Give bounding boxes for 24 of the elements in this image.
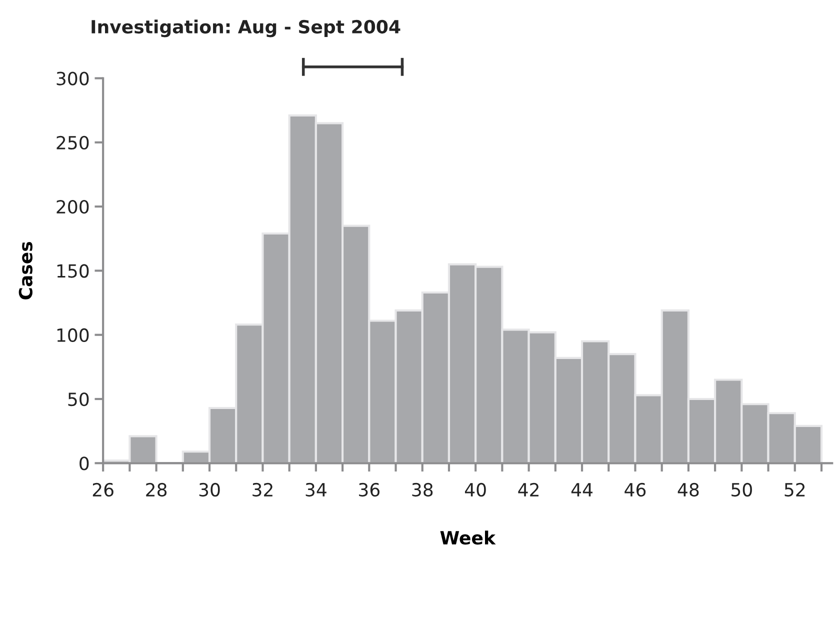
x-axis-title: Week	[440, 530, 496, 545]
x-tick-label: 26	[92, 482, 114, 497]
y-tick-label: 100	[57, 328, 89, 342]
x-tick-label: 42	[518, 482, 538, 496]
x-tick-label: 34	[306, 482, 326, 497]
x-tick-label: 36	[359, 482, 380, 497]
text: Investigation: Aug - Sept 2004	[92, 20, 400, 38]
y-tick-label: 50	[68, 392, 89, 406]
y-tick-label: 150	[57, 264, 89, 278]
x-tick-label: 46	[624, 482, 646, 497]
y-tick-label: 300	[56, 72, 89, 86]
x-tick-label: 40	[464, 482, 486, 497]
x-tick-label: 48	[678, 482, 699, 497]
x-tick-label: 32	[252, 482, 272, 497]
x-tick-label: 44	[571, 483, 592, 496]
x-tick-label: 50	[732, 482, 752, 497]
x-tick-label: 28	[146, 482, 167, 497]
y-axis-title: Cases	[18, 242, 32, 300]
x-tick-label: 38	[412, 482, 433, 497]
y-tick-label: 0	[80, 456, 89, 470]
y-tick-label: 200	[56, 200, 89, 214]
x-tick-label: 30	[199, 482, 220, 497]
x-tick-label: 52	[784, 482, 805, 497]
y-tick-label: 250	[56, 136, 89, 150]
